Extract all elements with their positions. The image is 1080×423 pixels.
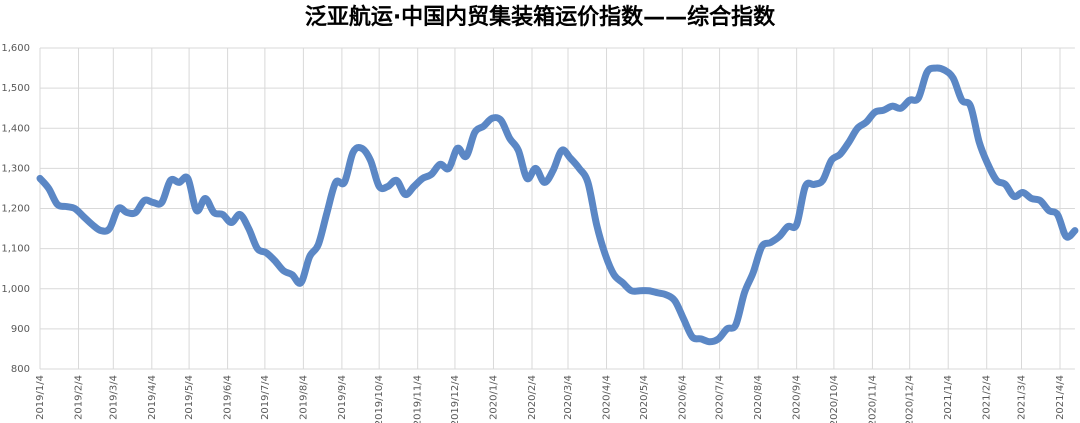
- x-tick-label: 2019/2/4: [74, 375, 85, 420]
- x-tick-label: 2020/7/4: [715, 375, 726, 420]
- y-tick-label: 1,300: [1, 163, 30, 174]
- x-tick-label: 2019/12/4: [450, 375, 461, 423]
- x-tick-label: 2019/8/4: [298, 375, 309, 420]
- y-tick-label: 900: [11, 324, 30, 335]
- x-tick-label: 2020/8/4: [753, 375, 764, 420]
- x-tick-label: 2020/12/4: [905, 375, 916, 423]
- x-tick-label: 2020/1/4: [488, 375, 499, 420]
- x-tick-label: 2019/4/4: [147, 375, 158, 420]
- chart-title: 泛亚航运·中国内贸集装箱运价指数——综合指数: [305, 4, 776, 30]
- y-tick-label: 1,200: [1, 204, 30, 215]
- x-tick-label: 2020/5/4: [639, 375, 650, 420]
- y-tick-label: 1,400: [1, 123, 30, 134]
- y-tick-label: 1,500: [1, 83, 30, 94]
- x-tick-label: 2021/4/4: [1055, 375, 1066, 420]
- x-tick-label: 2021/2/4: [982, 375, 993, 420]
- x-tick-label: 2020/4/4: [602, 375, 613, 420]
- y-tick-label: 1,100: [1, 244, 30, 255]
- x-tick-label: 2019/5/4: [184, 375, 195, 420]
- x-tick-label: 2019/7/4: [260, 375, 271, 420]
- x-tick-label: 2020/2/4: [527, 375, 538, 420]
- y-tick-label: 1,000: [1, 284, 30, 295]
- x-tick-label: 2019/1/4: [35, 375, 46, 420]
- y-tick-label: 800: [11, 364, 30, 375]
- x-tick-label: 2019/11/4: [413, 375, 424, 423]
- x-tick-label: 2020/11/4: [867, 375, 878, 423]
- x-tick-label: 2019/3/4: [108, 375, 119, 420]
- x-tick-label: 2021/3/4: [1016, 375, 1027, 420]
- x-tick-label: 2020/10/4: [829, 375, 840, 423]
- x-tick-label: 2020/3/4: [563, 375, 574, 420]
- x-tick-label: 2021/1/4: [943, 375, 954, 420]
- y-tick-label: 1,600: [1, 43, 30, 54]
- x-tick-label: 2019/9/4: [337, 375, 348, 420]
- x-tick-label: 2019/10/4: [374, 375, 385, 423]
- x-tick-label: 2019/6/4: [223, 375, 234, 420]
- line: [36, 64, 1079, 346]
- x-tick-label: 2020/6/4: [677, 375, 688, 420]
- x-tick-label: 2020/9/4: [792, 375, 803, 420]
